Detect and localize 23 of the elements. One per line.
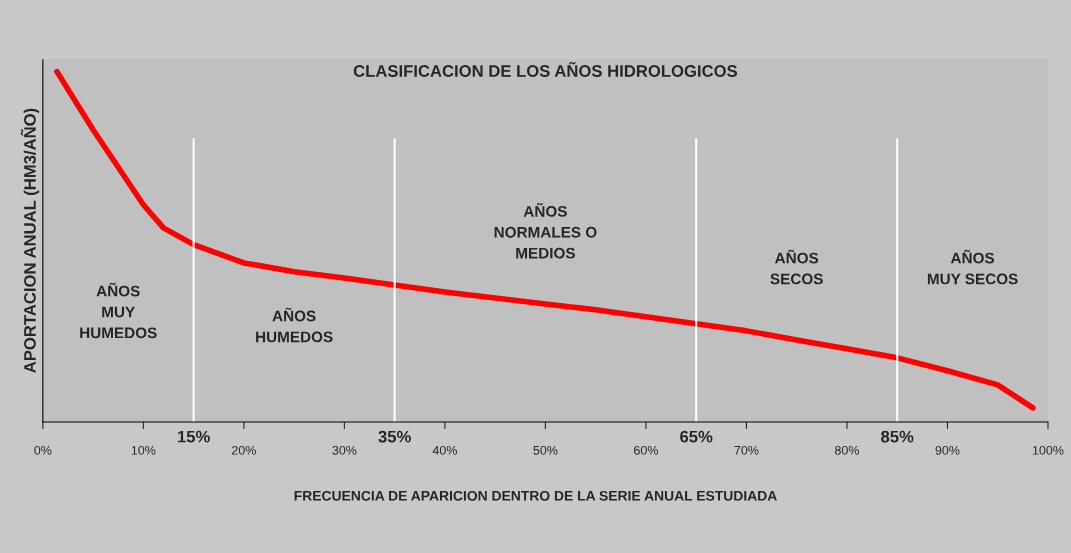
x-tick-label: 100% — [1032, 445, 1064, 455]
x-tick-label: 50% — [533, 445, 558, 455]
annotation: AÑOS NORMALES O MEDIOS — [494, 203, 597, 259]
x-tick-label: 30% — [332, 445, 357, 455]
x-tick-label: 70% — [734, 445, 759, 455]
x-tick-label: 40% — [432, 445, 457, 455]
annotation: AÑOS MUY HUMEDOS — [80, 282, 157, 339]
x-tick-label: 80% — [834, 445, 860, 455]
annotation: AÑOS HUMEDOS — [256, 307, 333, 343]
annotation: AÑOS MUY SECOS — [927, 249, 1018, 285]
ref-line-label: 85% — [881, 430, 914, 443]
chart-title: CLASIFICACION DE LOS AÑOS HIDROLOGICOS — [353, 61, 738, 77]
x-tick-label: 90% — [935, 445, 960, 455]
y-axis-title: APORTACION ANUAL (HM3/AÑO) — [20, 108, 40, 373]
ref-line-label: 35% — [378, 430, 411, 443]
x-tick-label: 10% — [131, 445, 156, 455]
annotation: AÑOS SECOS — [770, 249, 823, 285]
x-axis-title: FRECUENCIA DE APARICION DENTRO DE LA SERIE ANUAL ESTUDIADA — [294, 490, 777, 501]
x-tick-label: 60% — [634, 445, 658, 455]
ref-line-label: 15% — [177, 430, 210, 443]
ref-line-label: 65% — [680, 430, 713, 443]
x-tick-label: 20% — [231, 445, 256, 455]
x-tick-label: 0% — [34, 445, 52, 455]
